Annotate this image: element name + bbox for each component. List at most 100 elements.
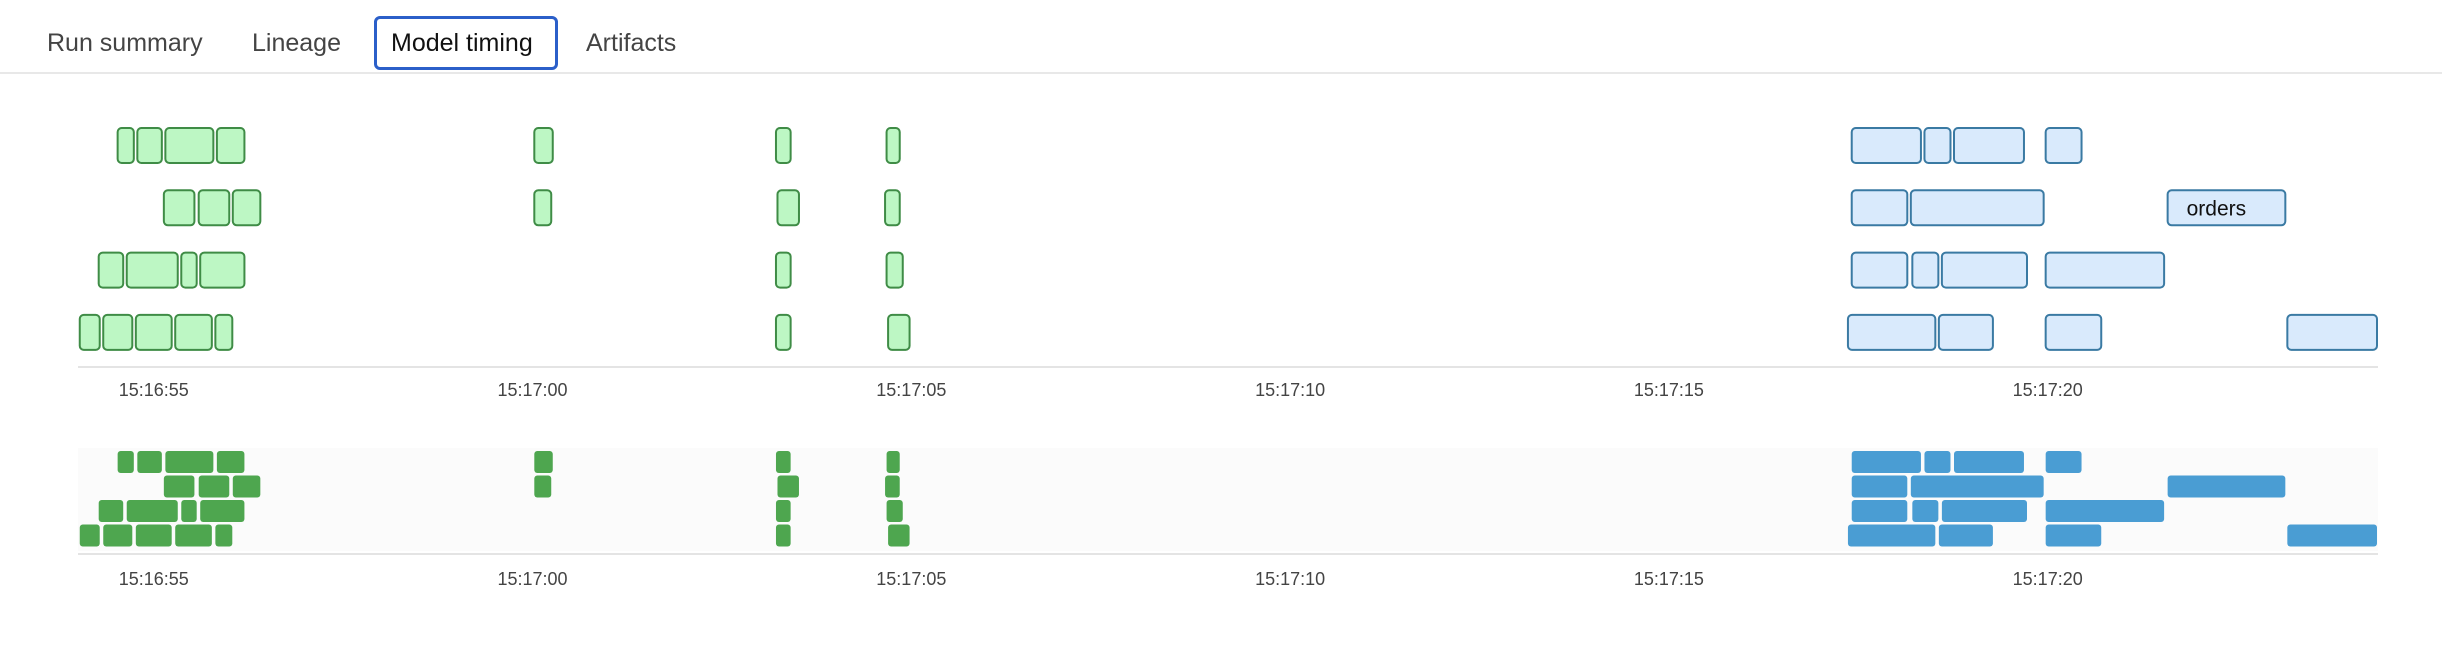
timing-bar[interactable] [116,127,135,164]
timing-bar-rect [2286,313,2378,351]
tab-artifacts[interactable]: Artifacts [586,29,677,57]
timing-bar[interactable] [774,313,792,351]
overview-bar [1954,451,2024,473]
timing-bar-rect [102,313,134,351]
overview-bar [98,500,124,522]
timing-bar[interactable] [533,127,554,164]
timing-bar[interactable] [78,313,101,351]
timing-bar[interactable] [1937,313,1994,351]
timing-bar[interactable] [1850,251,1909,289]
timing-bar[interactable] [1850,189,1909,227]
timing-bar[interactable] [164,127,215,164]
timing-bar-rect [1937,313,1994,351]
overview-bar [200,500,245,522]
overview-bar [2045,524,2102,547]
overview-bar [888,524,910,547]
timing-bar[interactable] [102,313,134,351]
overview-bar [775,524,791,547]
timing-bar[interactable] [97,251,125,289]
overview-bar [2287,524,2377,547]
overview-bar [777,475,799,498]
timing-bar-rect [214,313,234,351]
timing-bar[interactable] [231,189,262,227]
timing-bar[interactable] [1846,313,1937,351]
overview-bar [1851,451,1921,473]
timing-bar[interactable] [1850,127,1922,164]
timing-bar[interactable] [885,251,904,289]
timing-bar-rect [125,251,179,289]
timing-bar[interactable] [887,313,911,351]
timing-bar-rect [1846,313,1937,351]
overview-bar [2045,451,2082,473]
overview-background [78,448,2378,551]
main-tick-label: 15:16:55 [119,380,189,400]
timing-bar[interactable] [1940,251,2028,289]
timing-bar[interactable] [884,189,901,227]
timing-bar[interactable] [180,251,198,289]
overview-bar [117,451,134,473]
overview-tick-label: 15:17:10 [1255,569,1325,589]
timing-bar[interactable] [214,313,234,351]
timing-bar-rect [2044,251,2166,289]
overview-tick-label: 15:17:05 [876,569,946,589]
timing-bar-rect [885,251,904,289]
overview-bar [1847,524,1936,547]
timing-bar-rect [1850,251,1909,289]
timing-bar-rect [197,189,231,227]
timing-bar-rect [1850,127,1922,164]
overview-bar [232,475,261,498]
timing-bar[interactable] [1909,189,2045,227]
main-tick-label: 15:17:10 [1255,380,1325,400]
tab-run-summary[interactable]: Run summary [47,29,203,57]
overview-bar [775,500,791,522]
main-tick-label: 15:17:15 [1634,380,1704,400]
tab-model-timing[interactable]: Model timing [374,16,558,70]
timing-bar[interactable] [2044,251,2166,289]
main-tick-label: 15:17:05 [876,380,946,400]
timing-bar[interactable] [776,189,800,227]
timing-bar[interactable] [125,251,179,289]
timing-bar-rect [2044,313,2103,351]
overview-bar [1912,500,1939,522]
overview-bar [534,475,552,498]
overview-bar [1941,500,2027,522]
timing-bar-rect [162,189,196,227]
timing-bar-rect [533,189,553,227]
overview-tick-label: 15:17:15 [1634,569,1704,589]
timing-bar-rect [776,189,800,227]
overview-bar [126,500,178,522]
timing-bar[interactable] [1911,251,1940,289]
timing-bar[interactable] [136,127,163,164]
overview-bar [886,500,903,522]
overview-tick-label: 15:16:55 [119,569,189,589]
timing-bar[interactable] [2044,127,2083,164]
overview-bar [198,475,230,498]
timing-bar[interactable] [2044,313,2103,351]
overview-bar [103,524,133,547]
timing-bar[interactable] [1923,127,1952,164]
main-tick-label: 15:17:00 [498,380,568,400]
timing-bar-rect [174,313,213,351]
timing-bar-label: orders [2187,197,2247,220]
timing-bar[interactable] [174,313,213,351]
timing-bar[interactable] [533,189,553,227]
timing-bar[interactable] [134,313,173,351]
timing-bar[interactable] [199,251,246,289]
tab-lineage[interactable]: Lineage [252,29,341,57]
timing-bar-rect [1940,251,2028,289]
timing-bar[interactable] [885,127,901,164]
timing-bar[interactable] [215,127,246,164]
timing-bar[interactable] [774,127,792,164]
overview-bar [135,524,172,547]
overview-tick-label: 15:17:20 [2013,569,2083,589]
timing-bar[interactable] [2286,313,2378,351]
timing-bar[interactable]: orders [2166,189,2287,227]
timing-bar[interactable] [1953,127,2025,164]
timing-bar[interactable] [774,251,792,289]
timing-bar-rect [231,189,262,227]
overview-bar [175,524,212,547]
timing-bar-rect [199,251,246,289]
timing-bar[interactable] [197,189,231,227]
timing-bar[interactable] [162,189,196,227]
